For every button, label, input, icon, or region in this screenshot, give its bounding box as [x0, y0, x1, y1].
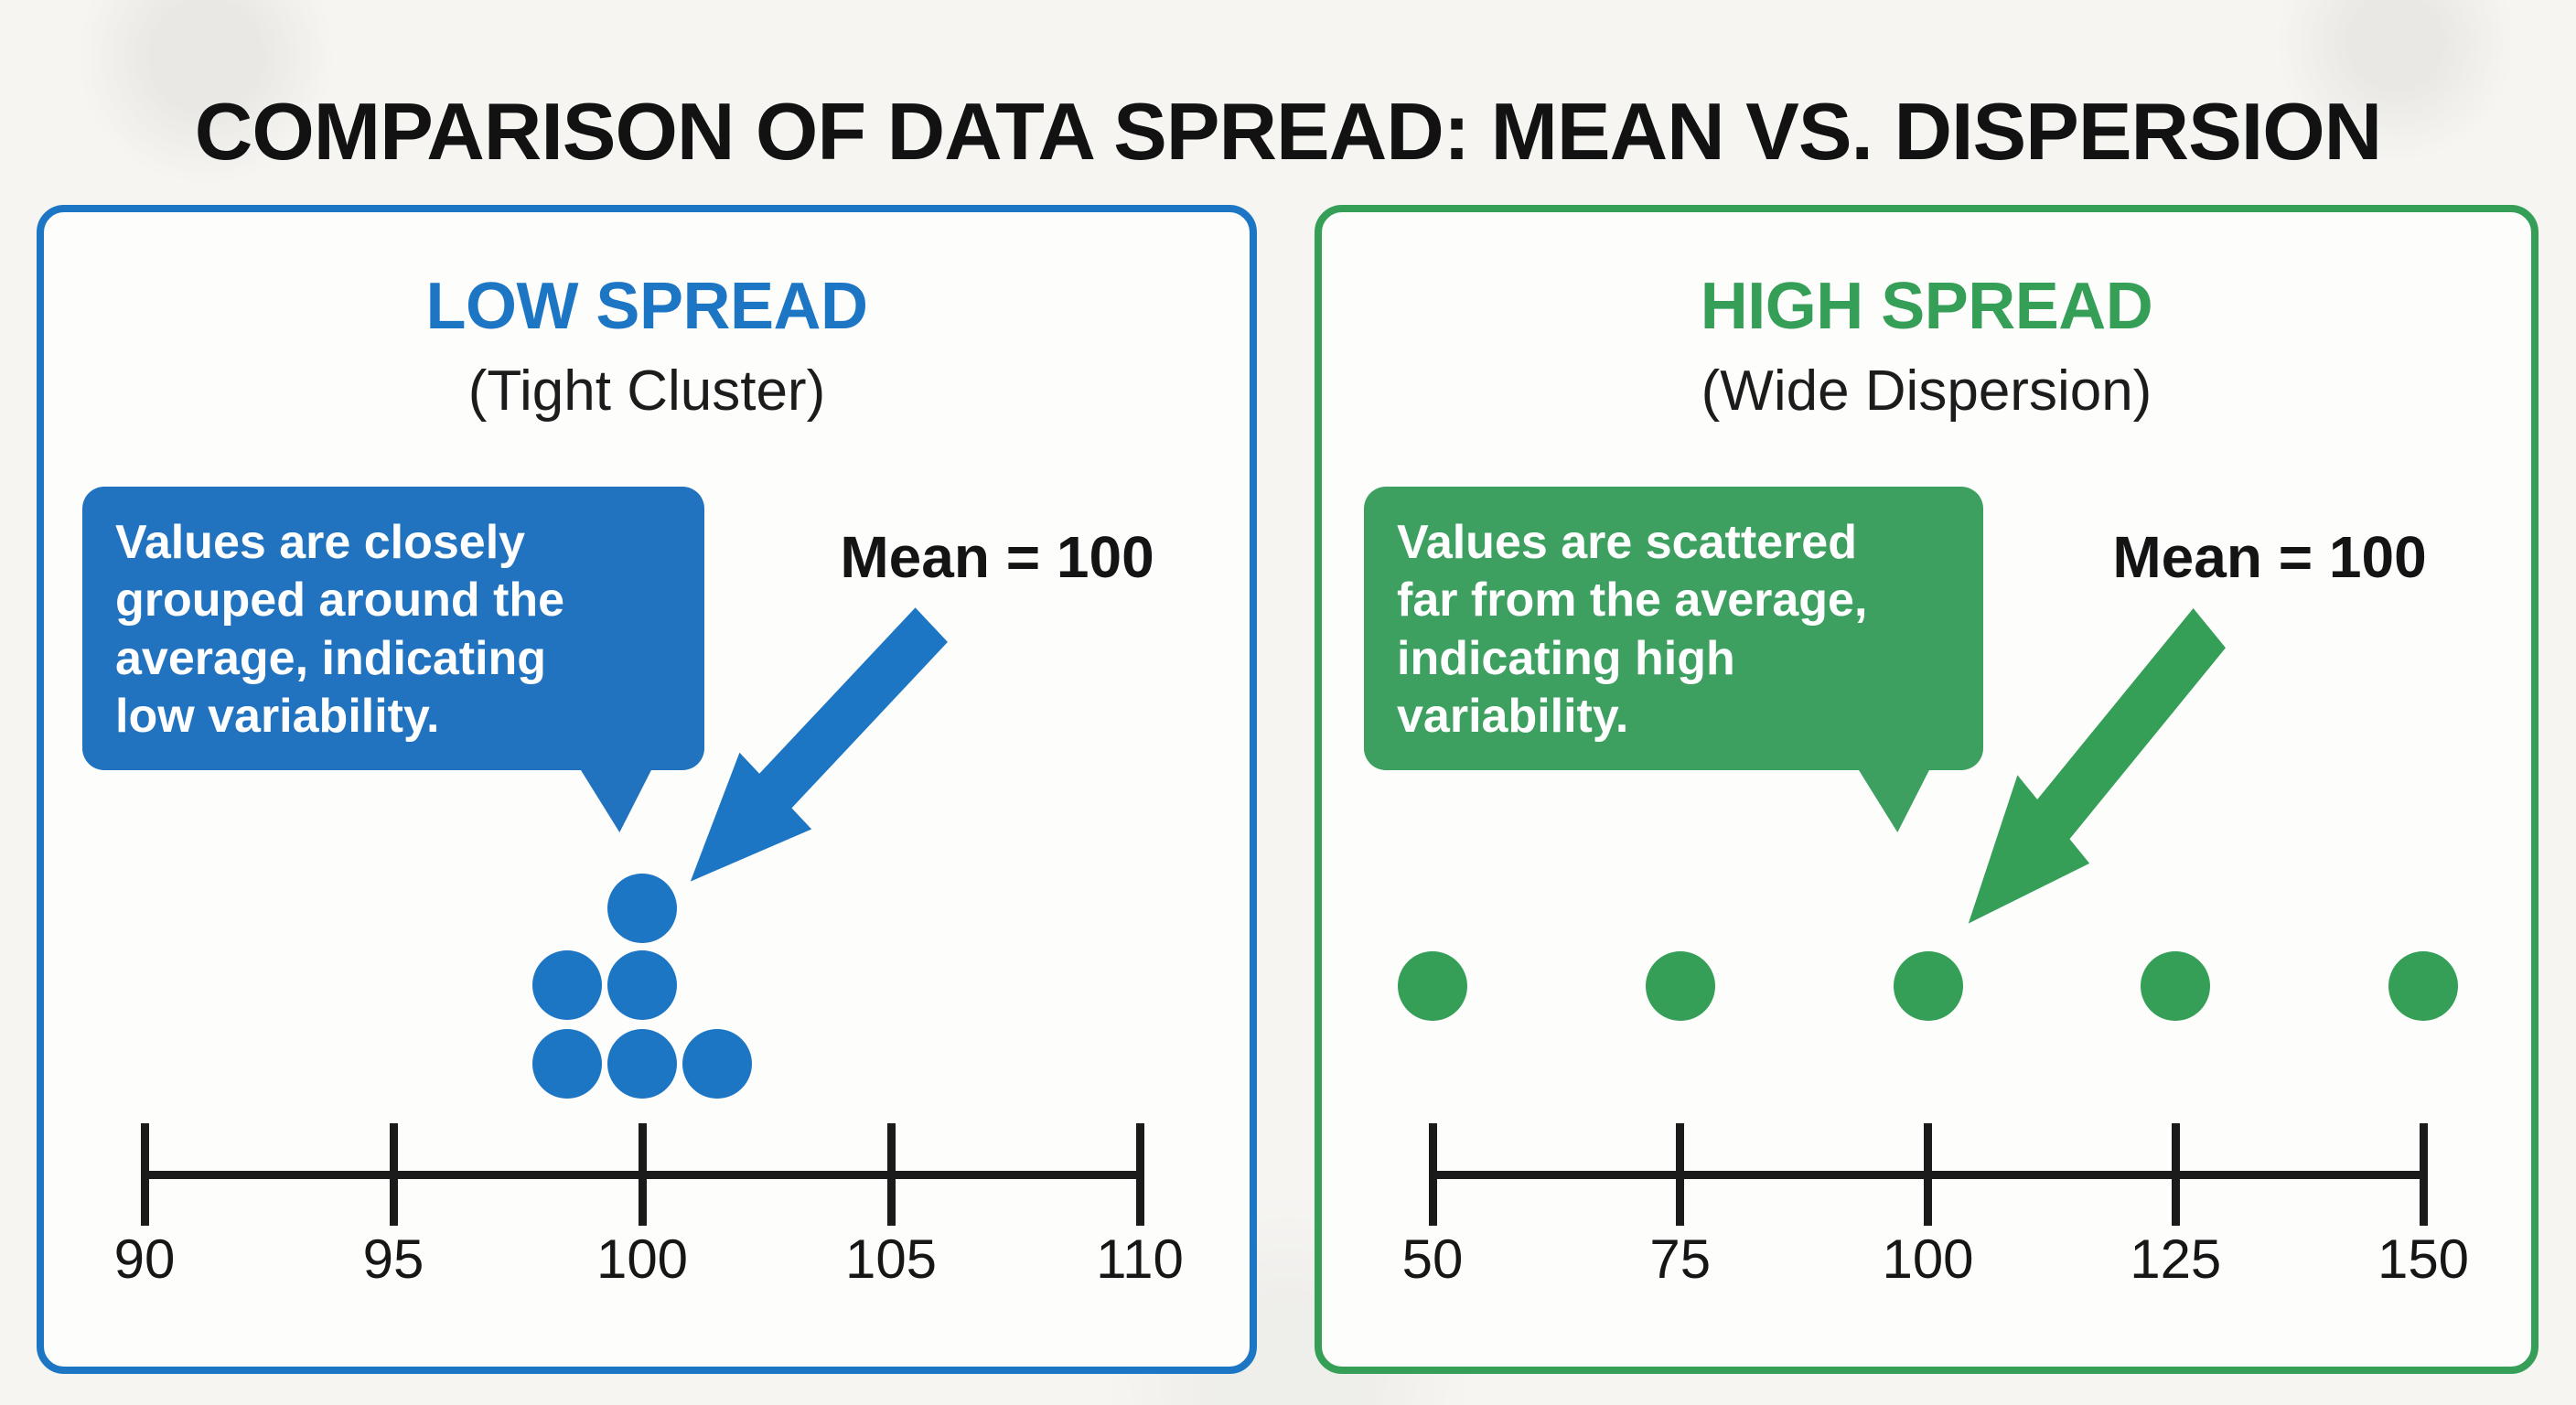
data-dot — [607, 950, 677, 1020]
axis-tick — [1676, 1123, 1685, 1226]
axis-tick-label: 90 — [113, 1228, 176, 1290]
panel-low-spread-title: LOW SPREAD — [425, 270, 868, 343]
data-dot — [607, 874, 677, 943]
callout-bubble-low-spread: Values are closely grouped around the av… — [82, 487, 704, 770]
data-dot — [2141, 951, 2211, 1021]
page-title: COMPARISON OF DATA SPREAD: MEAN VS. DISP… — [194, 85, 2382, 177]
axis-tick — [389, 1123, 398, 1226]
panel-high-spread-subtitle: (Wide Dispersion) — [1701, 359, 2152, 423]
axis-tick-label: 95 — [362, 1228, 424, 1290]
data-dot — [1398, 951, 1467, 1021]
data-dot — [1645, 951, 1715, 1021]
axis-tick-label: 50 — [1401, 1228, 1464, 1290]
panel-high-spread-title: HIGH SPREAD — [1700, 270, 2153, 343]
panel-high-spread: HIGH SPREAD (Wide Dispersion) Values are… — [1315, 205, 2538, 1374]
number-line: 90 95 100 105 110 — [44, 212, 1250, 1367]
axis-tick — [2171, 1123, 2180, 1226]
data-dot — [2388, 951, 2458, 1021]
axis-tick-label: 110 — [1096, 1228, 1184, 1290]
axis-tick — [2419, 1123, 2428, 1226]
axis-tick-label: 100 — [596, 1228, 689, 1290]
panel-low-spread-subtitle: (Tight Cluster) — [467, 359, 826, 423]
data-dot — [532, 950, 603, 1020]
number-line: 50 75 100 125 150 — [1322, 212, 2531, 1367]
data-dot — [1893, 951, 1963, 1021]
axis-tick — [638, 1123, 647, 1226]
mean-value-label: Mean = 100 — [2112, 524, 2427, 590]
axis-tick — [1924, 1123, 1932, 1226]
panel-low-spread: LOW SPREAD (Tight Cluster) Values are cl… — [37, 205, 1257, 1374]
data-dot — [682, 1029, 752, 1099]
axis-tick — [140, 1123, 149, 1226]
data-dot — [532, 1029, 603, 1099]
axis-tick-label: 75 — [1649, 1228, 1712, 1290]
axis-tick-label: 105 — [844, 1228, 938, 1290]
axis-tick-label: 125 — [2130, 1228, 2222, 1290]
callout-bubble-high-spread: Values are scattered far from the averag… — [1364, 487, 1983, 770]
mean-value-label: Mean = 100 — [840, 524, 1154, 590]
axis-tick — [886, 1123, 896, 1226]
axis-tick — [1428, 1123, 1437, 1226]
arrow-down-left-icon — [690, 607, 948, 882]
data-dot — [607, 1029, 677, 1099]
axis-tick-label: 150 — [2377, 1228, 2470, 1290]
axis-tick — [1135, 1123, 1144, 1226]
axis-tick-label: 100 — [1882, 1228, 1974, 1290]
arrow-down-left-icon — [1968, 607, 2226, 924]
